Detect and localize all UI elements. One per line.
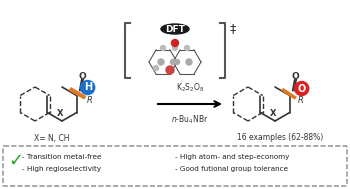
Circle shape <box>170 60 175 64</box>
Text: O: O <box>79 72 86 81</box>
Text: O: O <box>298 84 306 94</box>
Text: R: R <box>86 96 92 105</box>
Circle shape <box>175 60 180 64</box>
Text: O: O <box>292 72 300 81</box>
Text: ✓: ✓ <box>8 152 23 170</box>
Text: K$_2$S$_2$O$_8$: K$_2$S$_2$O$_8$ <box>176 81 204 94</box>
Text: X= N, CH: X= N, CH <box>34 133 70 143</box>
Text: ‡: ‡ <box>230 22 236 35</box>
Text: DFT: DFT <box>165 25 185 33</box>
Text: X: X <box>270 108 276 118</box>
Ellipse shape <box>161 24 189 34</box>
Circle shape <box>81 81 95 94</box>
Text: H: H <box>84 83 92 92</box>
Circle shape <box>186 59 192 65</box>
Circle shape <box>158 59 164 65</box>
Text: X: X <box>57 108 63 118</box>
Text: $n$-Bu$_4$NBr: $n$-Bu$_4$NBr <box>171 114 209 126</box>
Text: - High atom- and step-economy: - High atom- and step-economy <box>175 154 289 160</box>
Circle shape <box>172 40 178 46</box>
Circle shape <box>184 46 189 50</box>
Circle shape <box>161 46 166 50</box>
Text: 16 examples (62-88%): 16 examples (62-88%) <box>237 132 323 142</box>
Circle shape <box>166 66 174 74</box>
FancyBboxPatch shape <box>3 146 347 186</box>
Circle shape <box>295 81 309 95</box>
Text: - Transition metal-free: - Transition metal-free <box>22 154 101 160</box>
Circle shape <box>154 66 159 70</box>
Text: R: R <box>298 96 303 105</box>
Text: - Good futional group tolerance: - Good futional group tolerance <box>175 166 288 172</box>
Circle shape <box>173 46 177 50</box>
Text: - High regioselectivity: - High regioselectivity <box>22 166 101 172</box>
